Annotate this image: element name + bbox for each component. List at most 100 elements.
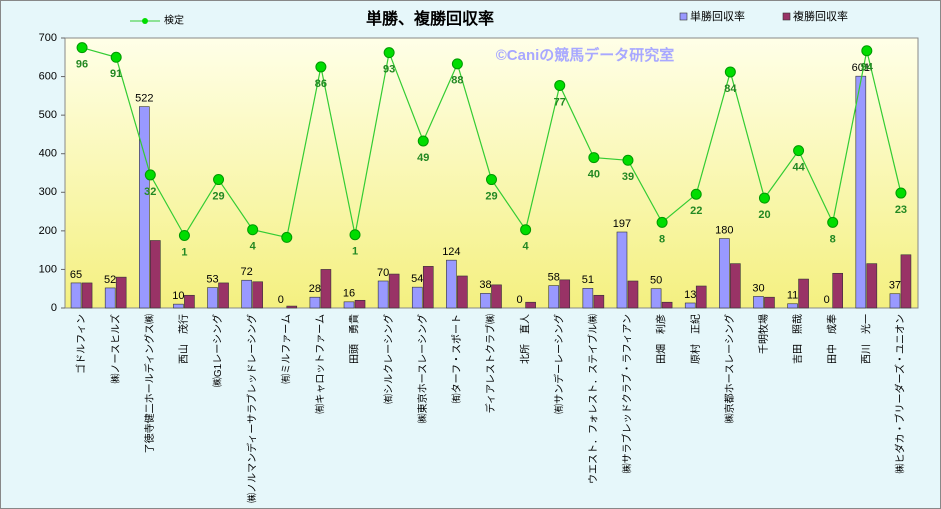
x-tick-label: 千明牧場 <box>757 314 770 354</box>
bar-value-label: 522 <box>135 93 153 105</box>
bar <box>343 301 355 309</box>
bar-value-label: 51 <box>582 274 594 286</box>
line-marker <box>622 154 634 166</box>
line-marker <box>315 61 327 73</box>
line-marker <box>349 229 361 241</box>
bar-value-label: 0 <box>517 294 523 306</box>
line-marker <box>486 174 497 186</box>
line-marker <box>554 79 566 91</box>
x-tick-label: ㈱京都ホースレーシング <box>723 314 736 423</box>
bar <box>218 282 229 309</box>
x-tick-label: ㈱東京ホースレーシング <box>416 314 429 423</box>
point-annotation: 29 <box>485 190 497 202</box>
bar <box>650 288 662 309</box>
x-tick-label: ディアレストクラブ㈱ <box>484 314 497 413</box>
point-annotation: 96 <box>76 59 88 71</box>
x-tick-label: ㈱ヒダカ・ブリーダーズ・ユニオン <box>894 314 907 474</box>
bar <box>104 287 116 309</box>
point-annotation: 8 <box>830 233 836 245</box>
bar <box>764 296 775 309</box>
line-marker <box>656 216 668 228</box>
bar <box>184 294 195 309</box>
bar-value-label: 601 <box>852 62 870 74</box>
x-tick-label: ウエスト．フォレスト．ステイブル㈱ <box>587 314 600 484</box>
line-marker <box>178 229 190 241</box>
point-annotation: 1 <box>352 246 358 258</box>
bar-value-label: 50 <box>650 275 662 287</box>
bar <box>388 273 400 309</box>
x-tick-label: 田中 成奉 <box>825 314 838 364</box>
x-tick-label: 了徳寺健二ホールディングス㈱ <box>143 314 156 453</box>
bar-value-label: 13 <box>684 289 696 301</box>
y-tick-label: 400 <box>39 148 57 160</box>
point-annotation: 23 <box>895 204 907 216</box>
bar <box>422 266 434 309</box>
bar-value-label: 70 <box>377 267 389 279</box>
point-annotation: 91 <box>110 68 122 80</box>
bar <box>309 296 321 309</box>
point-annotation: 20 <box>758 209 770 221</box>
bar <box>719 238 730 309</box>
x-tick-label: ㈱ノースヒルズ <box>109 314 122 384</box>
point-annotation: 8 <box>659 233 665 245</box>
legend-label: 単勝回収率 <box>690 9 745 23</box>
point-annotation: 40 <box>588 168 600 180</box>
line-marker <box>690 188 702 200</box>
bar <box>684 302 696 309</box>
y-tick-label: 700 <box>39 32 57 44</box>
bar-value-label: 197 <box>613 218 631 230</box>
bar-value-label: 53 <box>206 273 218 285</box>
x-tick-label: 田畑 利彦 <box>655 314 668 364</box>
x-tick-label: 北所 直人 <box>518 314 531 364</box>
bar <box>787 303 798 309</box>
bar <box>855 75 867 309</box>
bar-value-label: 0 <box>824 294 830 306</box>
y-tick-label: 100 <box>39 263 57 275</box>
bar <box>593 294 605 309</box>
bar <box>354 299 366 309</box>
bar <box>695 285 707 309</box>
legend-marker <box>142 18 148 24</box>
bar-value-label: 65 <box>70 269 82 281</box>
point-annotation: 86 <box>315 78 327 90</box>
bar-value-label: 28 <box>309 283 321 295</box>
x-tick-label: ㈱サラブレッドクラブ・ラフィアン <box>621 314 634 473</box>
line-marker <box>758 192 770 204</box>
bar <box>207 287 218 309</box>
point-annotation: 77 <box>554 96 566 108</box>
x-tick-label: ㈲キャロットファーム <box>315 314 327 414</box>
bar <box>446 259 457 309</box>
line-marker <box>724 66 736 78</box>
x-tick-label: ㈲シルクレーシング <box>382 314 395 404</box>
bar <box>730 263 741 309</box>
x-tick-label: ㈲ターフ・スポート <box>451 314 463 403</box>
bar-value-label: 124 <box>442 246 460 258</box>
legend-swatch <box>679 12 688 21</box>
bar-value-label: 11 <box>787 290 798 302</box>
x-tick-label: ㈱ノルマンディーサラブレッドレーシング <box>245 314 258 503</box>
bar <box>150 240 161 309</box>
point-annotation: 4 <box>523 241 530 253</box>
line-marker <box>451 58 463 70</box>
bar <box>616 231 628 309</box>
line-marker <box>247 224 259 236</box>
bar <box>70 282 82 309</box>
bar <box>900 254 912 309</box>
bar <box>411 286 423 309</box>
x-tick-label: 西川 光一 <box>859 314 872 364</box>
legend-swatch <box>782 12 791 21</box>
bar <box>866 263 878 309</box>
chart-title: 単勝、複勝回収率 <box>366 9 494 28</box>
bar-value-label: 37 <box>889 280 901 292</box>
bar-value-label: 54 <box>411 273 423 285</box>
line-marker <box>281 231 293 243</box>
point-annotation: 44 <box>792 162 805 174</box>
bar <box>889 293 901 309</box>
bar <box>252 281 263 309</box>
point-annotation: 49 <box>417 152 429 164</box>
bar <box>491 284 502 309</box>
bar-value-label: 38 <box>479 279 491 291</box>
point-annotation: 1 <box>181 246 187 258</box>
point-annotation: 88 <box>451 75 463 87</box>
line-marker <box>383 47 395 59</box>
